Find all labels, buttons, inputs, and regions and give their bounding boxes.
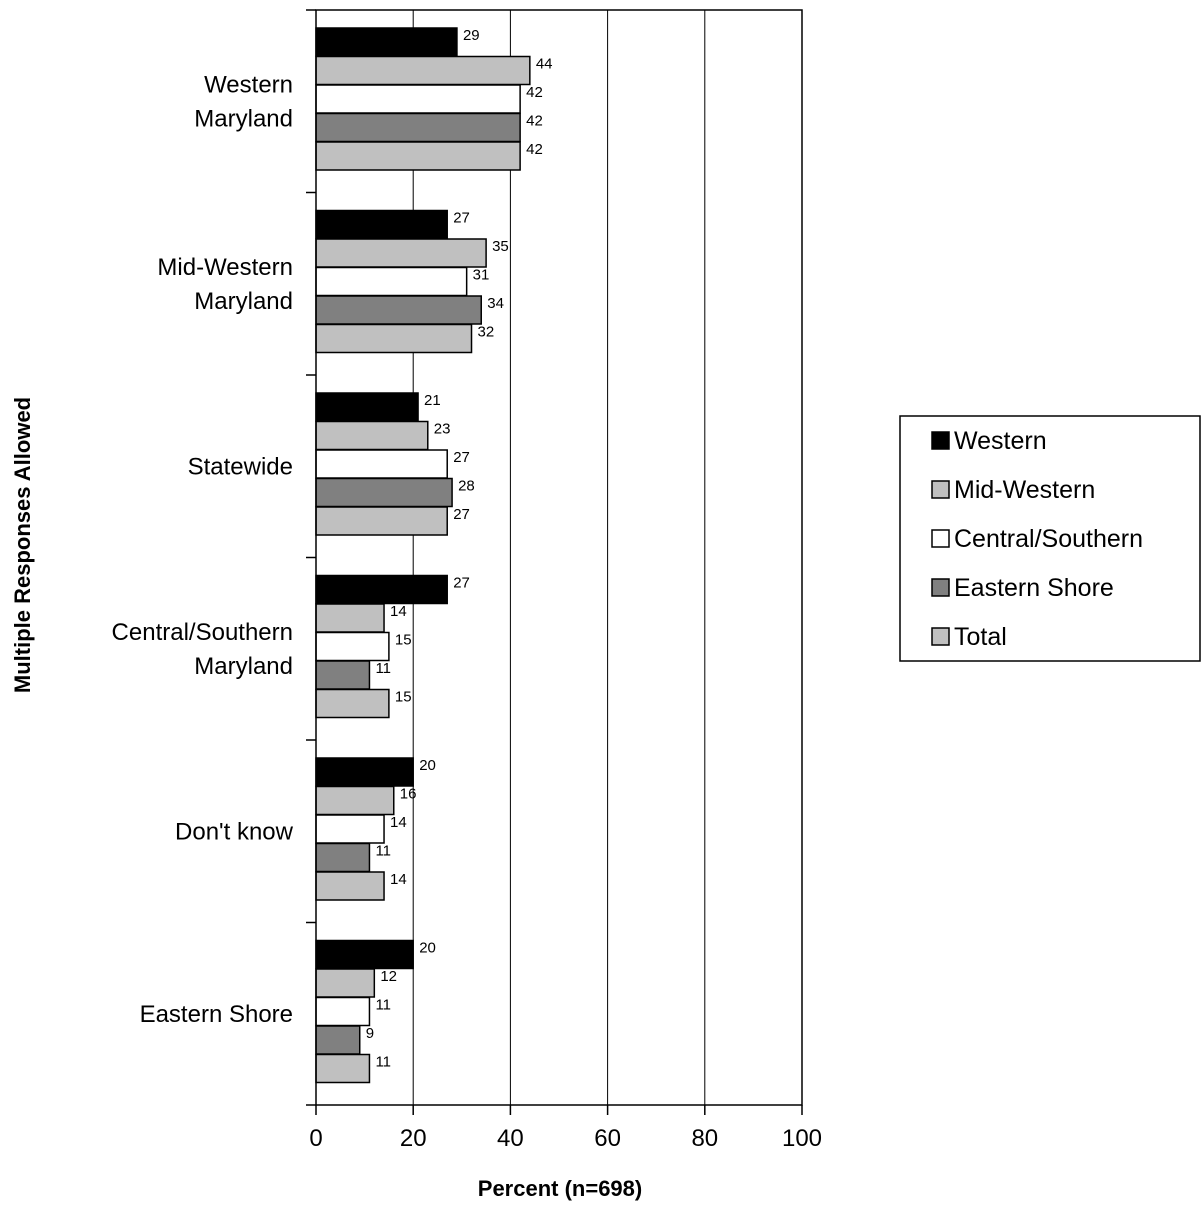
data-label: 11 xyxy=(375,843,391,860)
x-tick-label: 40 xyxy=(497,1125,524,1152)
legend-label: Western xyxy=(954,427,1047,455)
bar xyxy=(315,574,448,605)
legend-label: Mid-Western xyxy=(954,476,1095,504)
bar xyxy=(315,968,376,998)
legend-label: Total xyxy=(954,623,1007,651)
data-label: 23 xyxy=(434,421,451,438)
gridlines xyxy=(412,10,803,1105)
data-label: 16 xyxy=(400,786,417,803)
data-label: 31 xyxy=(473,267,490,284)
category-label: Central/Southern Maryland xyxy=(112,619,293,680)
data-label: 44 xyxy=(536,56,553,73)
data-labels: 2944424242273531343221232728272714151115… xyxy=(366,27,553,1071)
bars xyxy=(315,27,531,1084)
bar xyxy=(315,785,395,816)
category-label: Statewide xyxy=(188,453,293,480)
data-label: 9 xyxy=(366,1025,374,1042)
data-label: 14 xyxy=(390,603,407,620)
data-label: 42 xyxy=(526,141,543,158)
data-label: 21 xyxy=(424,392,441,409)
bar xyxy=(315,871,385,901)
data-label: 20 xyxy=(419,940,436,957)
bar xyxy=(315,112,521,143)
bar xyxy=(315,996,371,1027)
axes xyxy=(306,9,803,1115)
bar xyxy=(315,141,521,171)
bar xyxy=(315,757,414,787)
legend-label: Eastern Shore xyxy=(954,574,1114,602)
category-label: Eastern Shore xyxy=(140,1001,293,1028)
data-label: 15 xyxy=(395,689,412,706)
legend: Western Mid-Western Central/Southern Easter… xyxy=(899,415,1201,662)
data-label: 15 xyxy=(395,632,412,649)
category-label: Mid-Western Maryland xyxy=(157,254,293,315)
x-tick-labels: 0 20 40 60 80 100 xyxy=(309,1125,822,1152)
data-label: 27 xyxy=(453,449,470,466)
legend-swatch xyxy=(931,627,950,646)
x-tick-label: 20 xyxy=(400,1125,427,1152)
x-axis-title: Percent (n=698) xyxy=(478,1176,642,1201)
bar xyxy=(315,939,414,970)
bar xyxy=(315,660,371,690)
data-label: 27 xyxy=(453,210,470,227)
data-label: 32 xyxy=(478,324,495,341)
bar xyxy=(315,295,482,325)
bar xyxy=(315,420,429,451)
bar xyxy=(315,27,458,57)
data-label: 12 xyxy=(380,968,397,985)
data-label: 28 xyxy=(458,478,475,495)
data-label: 29 xyxy=(463,27,480,44)
bar xyxy=(315,603,385,633)
data-label: 27 xyxy=(453,506,470,523)
data-label: 14 xyxy=(390,871,407,888)
bar xyxy=(315,631,390,662)
x-tick-label: 60 xyxy=(594,1125,621,1152)
legend-swatch xyxy=(931,578,950,597)
bar xyxy=(315,814,385,844)
data-label: 11 xyxy=(375,997,391,1014)
bar xyxy=(315,688,390,719)
x-tick-label: 80 xyxy=(691,1125,718,1152)
category-labels: Western Maryland Mid-Western Maryland Statew… xyxy=(112,71,294,1028)
bar xyxy=(315,506,448,536)
bar xyxy=(315,1025,361,1055)
bar xyxy=(315,55,531,86)
data-label: 42 xyxy=(526,84,543,101)
data-label: 14 xyxy=(390,814,407,831)
bar xyxy=(315,842,371,873)
legend-swatch xyxy=(931,431,950,450)
legend-swatch xyxy=(931,480,950,499)
bar xyxy=(315,209,448,240)
data-label: 27 xyxy=(453,575,470,592)
bar xyxy=(315,477,453,508)
legend-swatch xyxy=(931,529,950,548)
bar xyxy=(315,238,487,268)
y-axis-title: Multiple Responses Allowed xyxy=(10,397,35,693)
legend-label: Central/Southern xyxy=(954,525,1143,553)
data-label: 35 xyxy=(492,238,509,255)
category-label: Don't know xyxy=(175,818,294,845)
bar xyxy=(315,392,419,422)
x-tick-label: 100 xyxy=(782,1125,822,1152)
legend-box xyxy=(899,415,1201,662)
data-label: 34 xyxy=(487,295,504,312)
bar xyxy=(315,323,473,354)
bar xyxy=(315,449,448,479)
bar xyxy=(315,266,468,297)
bar xyxy=(315,84,521,114)
category-label: Western Maryland xyxy=(194,71,293,132)
data-label: 11 xyxy=(375,660,391,677)
data-label: 11 xyxy=(375,1054,391,1071)
bar xyxy=(315,1053,371,1084)
data-label: 20 xyxy=(419,757,436,774)
x-tick-label: 0 xyxy=(309,1125,322,1152)
data-label: 42 xyxy=(526,113,543,130)
